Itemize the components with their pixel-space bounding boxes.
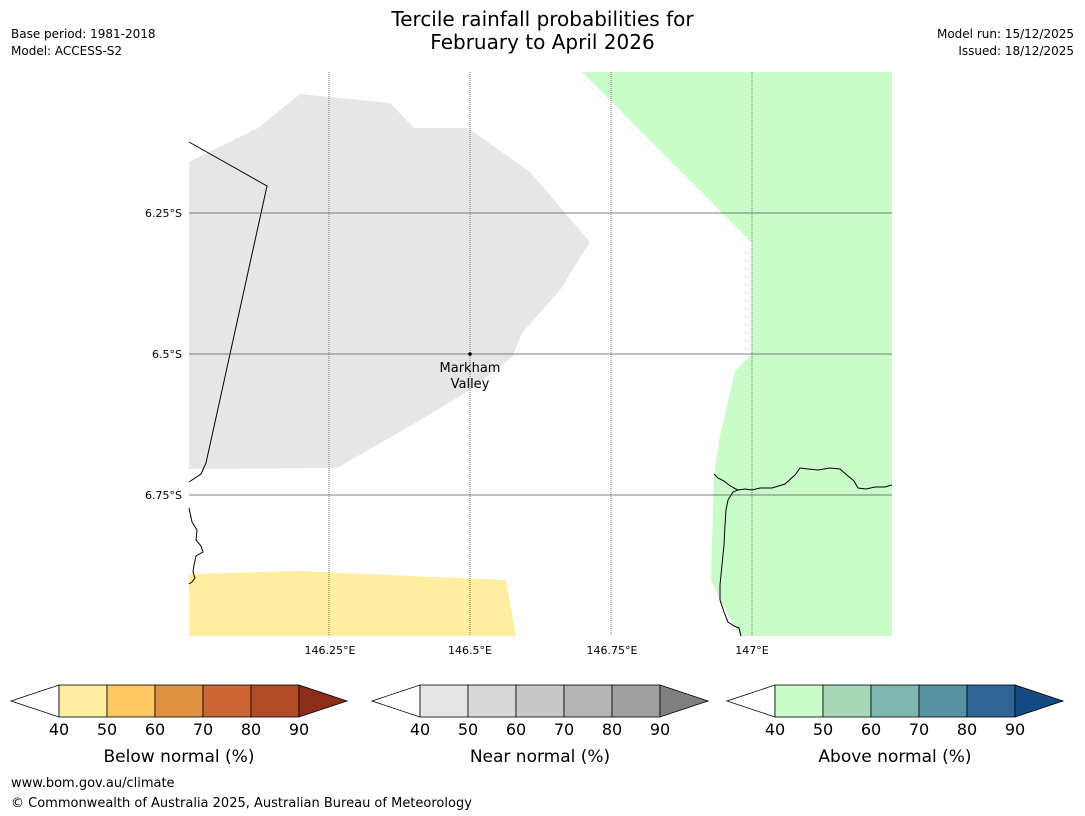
- colorbar-segment: [966, 684, 1016, 718]
- colorbar-under-triangle: [370, 684, 421, 718]
- coastline-west: [188, 507, 204, 585]
- colorbar-segment: [870, 684, 920, 718]
- place-label-line-1: Markham: [440, 361, 501, 376]
- colorbar-title: Below normal (%): [104, 747, 255, 767]
- colorbar-segment: [154, 684, 204, 718]
- colorbar-segment: [58, 684, 108, 718]
- map-panel: 6.25°S 6.5°S 6.75°S 146.25°E 146.5°E 146…: [145, 72, 893, 657]
- title-line-1: Tercile rainfall probabilities for: [391, 7, 694, 31]
- colorbar-title: Near normal (%): [470, 747, 610, 767]
- lon-label-1: 146.25°E: [305, 644, 356, 657]
- meta-left: Base period: 1981-2018 Model: ACCESS-S2: [11, 26, 156, 60]
- colorbar-under-triangle: [9, 684, 60, 718]
- footer-copyright: © Commonwealth of Australia 2025, Austra…: [11, 796, 472, 811]
- colorbar-tick-label: 90: [1005, 720, 1025, 739]
- colorbar-tick-label: 50: [458, 720, 478, 739]
- colorbar-over-triangle: [659, 684, 710, 718]
- coastline-east: [713, 473, 742, 637]
- coastline-north: [737, 467, 893, 491]
- lon-label-3: 146.75°E: [587, 644, 638, 657]
- lat-label-2: 6.5°S: [152, 348, 182, 361]
- colorbar-tick-label: 70: [909, 720, 929, 739]
- colorbar-tick-label: 90: [650, 720, 670, 739]
- issued-date: Issued: 18/12/2025: [958, 44, 1074, 58]
- footer: www.bom.gov.au/climate © Commonwealth of…: [11, 774, 472, 814]
- colorbar-over-triangle: [298, 684, 349, 718]
- meta-right: Model run: 15/12/2025 Issued: 18/12/2025: [937, 26, 1074, 60]
- colorbar-segment: [467, 684, 517, 718]
- colorbar-segment: [515, 684, 565, 718]
- colorbar-segment: [202, 684, 252, 718]
- colorbar-tick-label: 60: [861, 720, 881, 739]
- colorbar-title: Above normal (%): [818, 747, 971, 767]
- base-period: Base period: 1981-2018: [11, 27, 156, 41]
- place-marker: [468, 352, 472, 356]
- colorbar-tick-label: 80: [957, 720, 977, 739]
- colorbar-under-triangle: [725, 684, 776, 718]
- near-normal-region: [189, 94, 590, 469]
- legend-below-normal: 40 50 60 70 80 90 Below normal (%): [9, 684, 349, 767]
- colorbar-tick-label: 90: [289, 720, 309, 739]
- colorbar-segment: [918, 684, 968, 718]
- colorbar-tick-label: 70: [554, 720, 574, 739]
- lat-label-1: 6.25°S: [145, 207, 182, 220]
- lon-label-4: 147°E: [735, 644, 768, 657]
- colorbar-tick-label: 60: [145, 720, 165, 739]
- legend-above-normal: 40 50 60 70 80 90 Above normal (%): [725, 684, 1065, 767]
- colorbar-tick-label: 80: [602, 720, 622, 739]
- colorbar-segment: [822, 684, 872, 718]
- colorbar-tick-label: 50: [813, 720, 833, 739]
- colorbar-segment: [563, 684, 613, 718]
- colorbar-segment: [250, 684, 300, 718]
- colorbar-tick-label: 40: [765, 720, 785, 739]
- colorbar-tick-label: 80: [241, 720, 261, 739]
- colorbar-segment: [106, 684, 156, 718]
- lat-label-3: 6.75°S: [145, 489, 182, 502]
- lon-label-2: 146.5°E: [448, 644, 492, 657]
- colorbar-tick-label: 40: [410, 720, 430, 739]
- colorbar-tick-label: 60: [506, 720, 526, 739]
- place-label-line-2: Valley: [451, 377, 490, 392]
- colorbar-segment: [611, 684, 661, 718]
- colorbar-segment: [419, 684, 469, 718]
- colorbar-over-triangle: [1014, 684, 1065, 718]
- colorbar-tick-label: 70: [193, 720, 213, 739]
- colorbar-tick-label: 50: [97, 720, 117, 739]
- footer-url: www.bom.gov.au/climate: [11, 776, 175, 791]
- below-normal-region: [189, 571, 516, 636]
- border-line: [188, 141, 268, 483]
- model-run: Model run: 15/12/2025: [936, 27, 1074, 41]
- title-line-2: February to April 2026: [430, 30, 655, 54]
- colorbar-tick-label: 40: [49, 720, 69, 739]
- model-name: Model: ACCESS-S2: [11, 44, 123, 58]
- colorbar-segment: [774, 684, 824, 718]
- map-title: Tercile rainfall probabilities for Febru…: [0, 8, 1085, 54]
- legend-near-normal: 40 50 60 70 80 90 Near normal (%): [370, 684, 710, 767]
